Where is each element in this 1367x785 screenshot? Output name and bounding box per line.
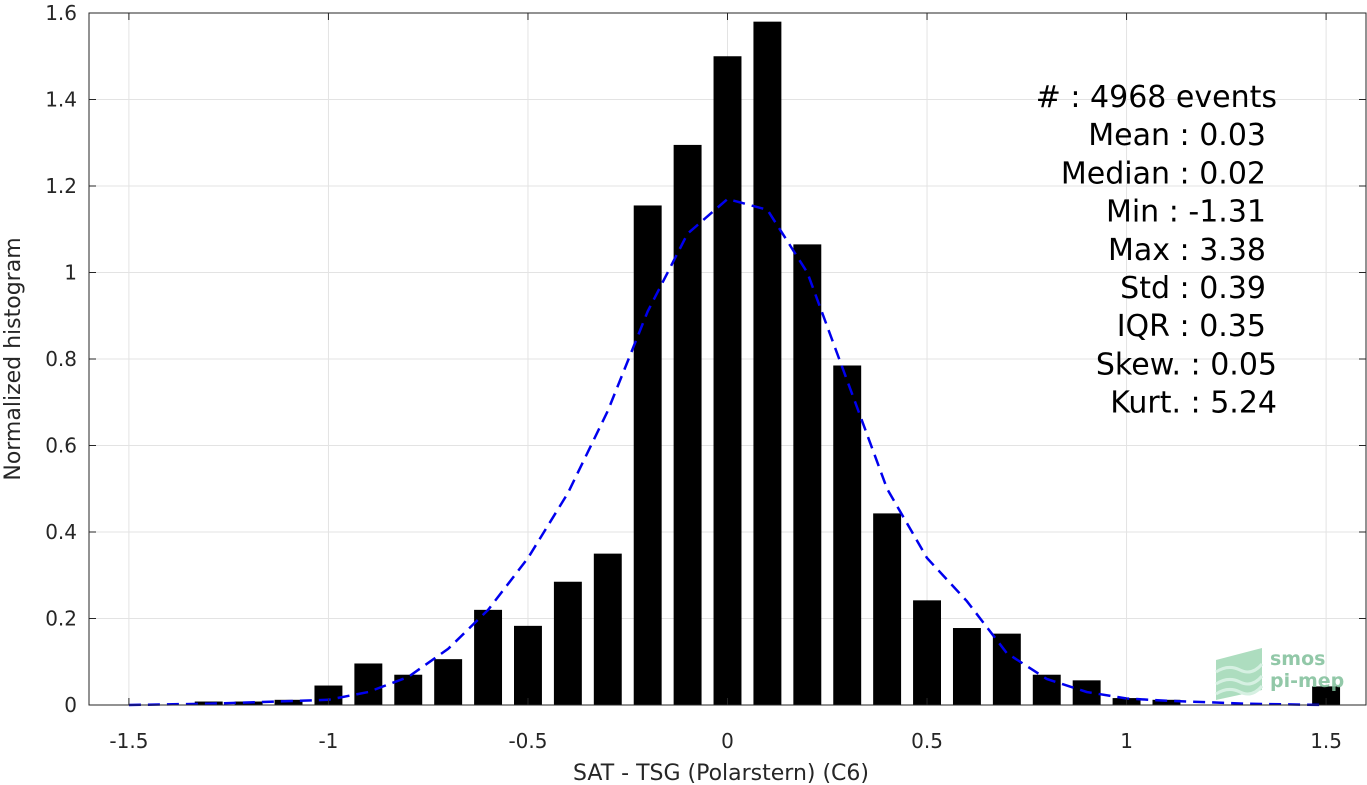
histogram-bar-12	[593, 553, 622, 705]
y-axis-label: Normalized histogram	[1, 237, 26, 480]
histogram-bar-26	[1152, 699, 1181, 705]
y-tick-label-8: 1.6	[45, 1, 77, 25]
y-tick-label-0: 0	[64, 693, 77, 717]
histogram-bar-22	[992, 633, 1021, 705]
axis-tick-labels: -1.5 -1 -0.5 0 0.5 1 1.5 0 0.2 0.4 0.6 0.8 1 1.2 1.4 1.…	[45, 1, 1342, 753]
x-tick-label-5: 1	[1120, 729, 1133, 753]
histogram-bar-8	[434, 659, 463, 705]
stat-line-0: # : 4968 events	[1036, 80, 1277, 115]
histogram-bar-9	[474, 609, 503, 705]
normal-fit-line	[128, 197, 1327, 707]
histogram-bar-14	[673, 144, 702, 706]
histogram-bar-4	[274, 699, 303, 705]
x-tick-label-1: -1	[318, 729, 338, 753]
axis-ticks	[89, 12, 1366, 706]
logo-waves-icon	[1215, 648, 1264, 700]
histogram-bar-30	[1312, 686, 1341, 705]
histogram-bar-20	[913, 600, 941, 705]
x-tick-label-4: 0.5	[911, 729, 943, 753]
logo-line1: smos	[1270, 648, 1325, 670]
stat-line-3: Min : -1.31	[1106, 195, 1266, 230]
histogram-bar-13	[633, 205, 662, 705]
stat-line-8: Kurt. : 5.24	[1110, 386, 1277, 421]
x-tick-label-2: -0.5	[508, 729, 547, 753]
y-tick-label-5: 1	[64, 261, 77, 285]
y-tick-label-4: 0.8	[45, 347, 77, 371]
stat-line-7: Skew. : 0.05	[1096, 347, 1277, 382]
x-axis-label: SAT - TSG (Polarstern) (C6)	[573, 761, 869, 785]
histogram-bar-10	[514, 625, 542, 705]
histogram-bar-15	[713, 56, 742, 705]
y-tick-label-1: 0.2	[45, 607, 77, 631]
y-tick-label-3: 0.6	[45, 434, 77, 458]
stat-line-2: Median : 0.02	[1061, 156, 1266, 191]
stat-line-5: Std : 0.39	[1120, 271, 1266, 306]
x-tick-label-6: 1.5	[1310, 729, 1342, 753]
histogram-bar-7	[394, 674, 423, 705]
y-tick-label-2: 0.4	[45, 520, 77, 544]
histogram-bar-21	[952, 628, 981, 705]
histogram-bar-19	[873, 513, 902, 705]
histogram-bar-17	[793, 244, 822, 705]
x-tick-label-0: -1.5	[109, 729, 148, 753]
histogram-bar-18	[833, 365, 862, 705]
stat-line-6: IQR : 0.35	[1117, 309, 1266, 344]
normal-fit-curve	[128, 197, 1327, 707]
x-tick-label-3: 0	[721, 729, 734, 753]
y-tick-label-6: 1.2	[45, 174, 77, 198]
stat-line-4: Max : 3.38	[1108, 233, 1266, 268]
stat-line-1: Mean : 0.03	[1088, 118, 1266, 153]
smos-pi-mep-logo: smos pi-mep	[1215, 648, 1344, 700]
histogram-bar-11	[553, 581, 582, 705]
histogram-bar-6	[354, 663, 383, 705]
y-tick-label-7: 1.4	[45, 88, 77, 112]
histogram-bars	[194, 21, 1341, 706]
histogram-bar-16	[753, 21, 782, 705]
logo-line2: pi-mep	[1270, 670, 1344, 692]
